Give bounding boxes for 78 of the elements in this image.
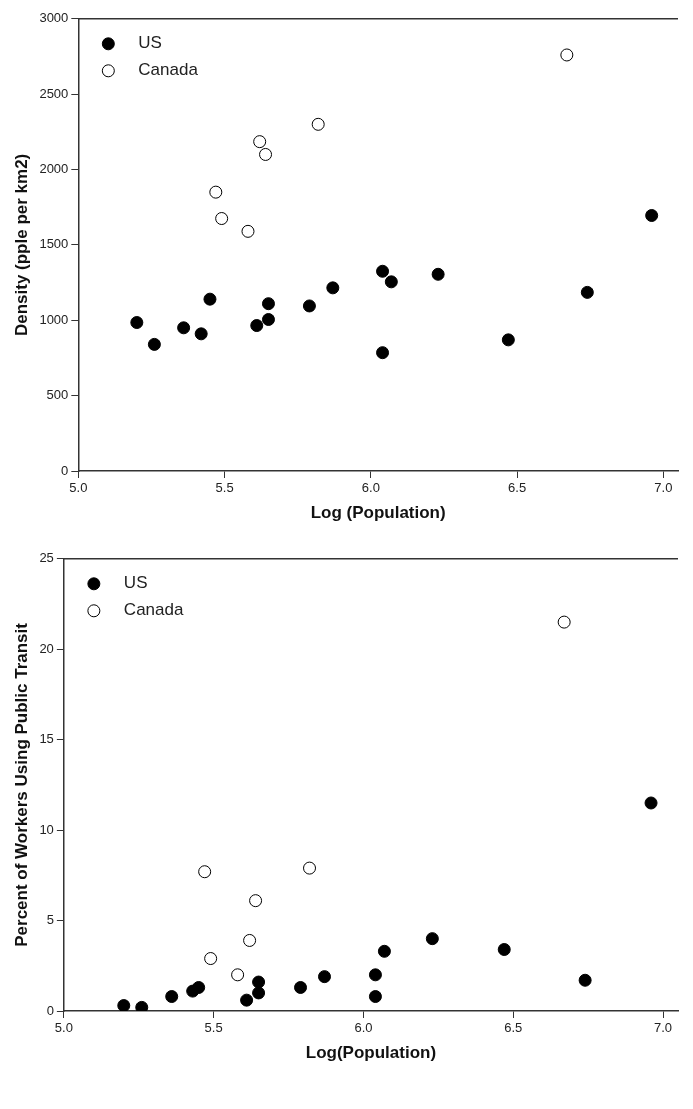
point (147, 337, 161, 351)
x-tick-label: 5.5 (204, 1020, 223, 1036)
point (377, 944, 391, 958)
x-tick-label: 6.0 (361, 480, 380, 496)
y-tick-label: 15 (39, 731, 54, 747)
point (425, 932, 439, 946)
point (501, 333, 515, 347)
point (243, 933, 257, 947)
point (165, 990, 179, 1004)
y-tick-label: 5 (46, 912, 54, 928)
point (130, 316, 144, 330)
point (578, 973, 592, 987)
point (368, 990, 382, 1004)
point (252, 986, 266, 1000)
point (117, 999, 131, 1011)
point (177, 321, 191, 335)
point (294, 980, 308, 994)
point (326, 281, 340, 295)
point (303, 861, 317, 875)
point (231, 968, 245, 982)
point (497, 943, 511, 956)
x-axis-title: Log(Population) (305, 1043, 437, 1063)
point (215, 212, 229, 226)
point (240, 993, 254, 1007)
x-tick-label: 6.5 (504, 1020, 523, 1036)
y-tick-label: 2000 (39, 161, 69, 177)
y-axis-title: Density (pple per km2) (11, 153, 31, 337)
y-tick-label: 2500 (39, 85, 69, 101)
point (203, 292, 217, 306)
x-tick-label: 5.5 (215, 480, 234, 496)
point (253, 135, 267, 149)
point (198, 865, 212, 879)
x-tick-label: 6.5 (508, 480, 527, 496)
point (135, 1000, 149, 1011)
point (645, 209, 659, 223)
y-tick-label: 10 (39, 821, 54, 837)
point (204, 952, 218, 966)
legend-label: US (123, 573, 148, 593)
legend-label: US (138, 33, 162, 53)
point (209, 185, 223, 199)
x-tick-label: 7.0 (653, 1020, 673, 1036)
point (644, 796, 658, 810)
point (261, 313, 275, 327)
y-tick-label: 0 (46, 1002, 54, 1018)
point (431, 267, 445, 281)
point (192, 980, 206, 994)
point (580, 285, 594, 299)
y-tick-label: 20 (39, 640, 54, 656)
x-axis-title: Log (Population) (310, 503, 446, 523)
y-tick-label: 500 (46, 387, 69, 403)
x-tick-label: 6.0 (354, 1020, 373, 1036)
point (311, 117, 325, 131)
point (250, 319, 264, 333)
y-tick-label: 0 (61, 462, 69, 478)
point (368, 968, 382, 982)
legend-label: Canada (123, 600, 184, 620)
point (384, 275, 398, 289)
x-tick-label: 5.0 (69, 480, 88, 496)
point (557, 615, 571, 629)
y-tick-label: 1000 (39, 311, 69, 327)
y-tick-label: 25 (39, 550, 54, 566)
x-tick-label: 5.0 (54, 1020, 73, 1036)
y-tick-label: 3000 (39, 10, 69, 26)
point (376, 264, 390, 278)
point (252, 975, 266, 989)
point (241, 224, 255, 238)
y-axis-title: Percent of Workers Using Public Transit (11, 622, 31, 947)
point (376, 346, 390, 360)
point (302, 299, 316, 313)
point (318, 970, 331, 984)
point (249, 894, 263, 908)
point (261, 297, 275, 311)
x-tick-label: 7.0 (654, 480, 673, 496)
point (560, 48, 574, 62)
legend-label: Canada (138, 60, 199, 80)
point (259, 147, 273, 161)
point (194, 327, 208, 341)
y-tick-label: 1500 (39, 236, 69, 252)
